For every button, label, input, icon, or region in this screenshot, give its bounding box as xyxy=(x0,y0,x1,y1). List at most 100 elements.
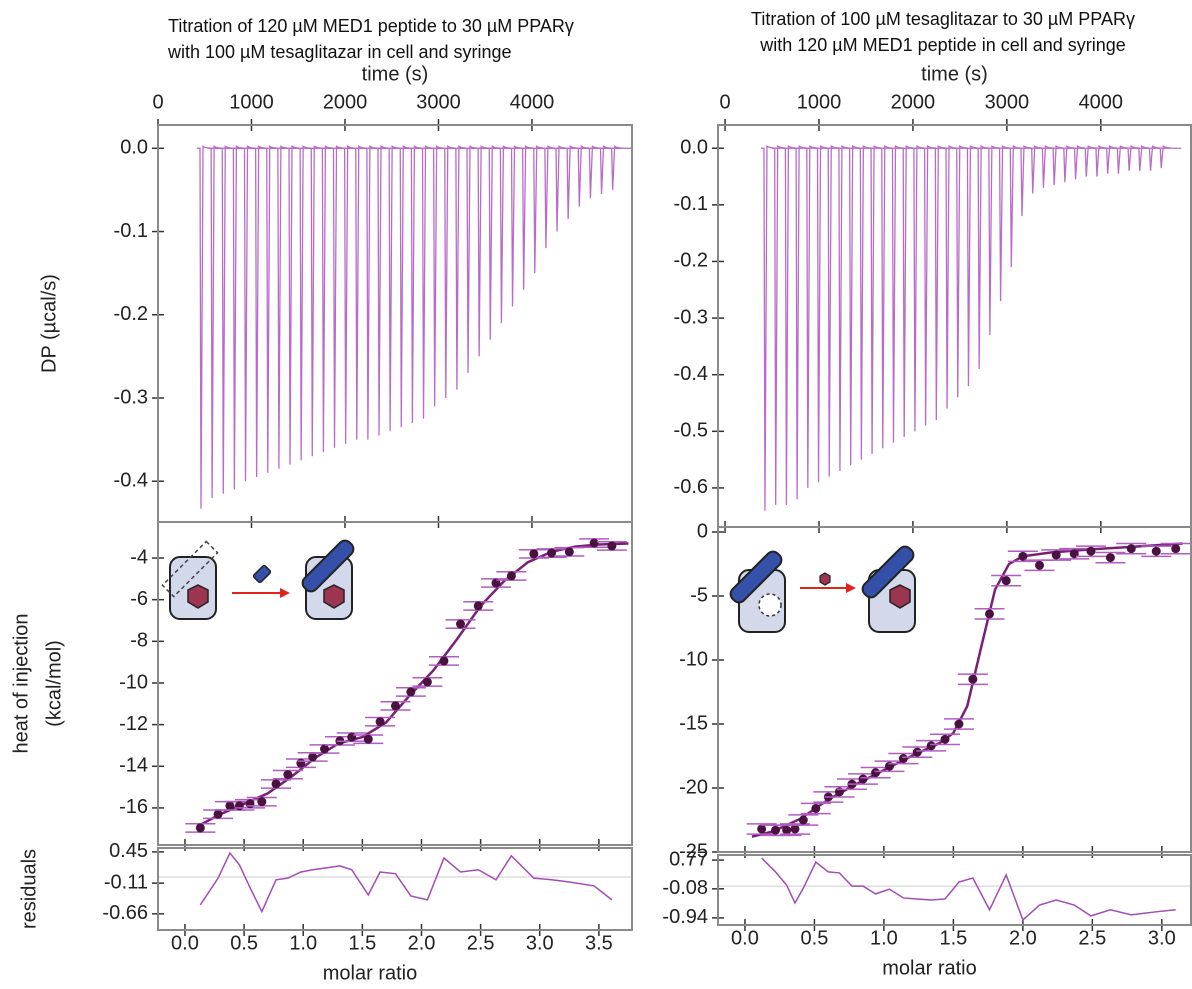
injection-peak xyxy=(241,145,266,482)
data-point xyxy=(1086,546,1096,556)
data-point xyxy=(790,824,800,834)
x-tick-label: 4000 xyxy=(1079,91,1124,113)
data-point xyxy=(1051,550,1061,560)
injection-peak xyxy=(564,145,589,220)
x-axis-label: time (s) xyxy=(362,63,429,85)
y-tick-label: -16 xyxy=(119,796,148,818)
axes-frame xyxy=(157,847,633,931)
injection-peak xyxy=(1125,145,1150,171)
injection-peak xyxy=(1050,145,1075,186)
data-point xyxy=(271,779,281,789)
data-point xyxy=(1001,576,1011,586)
x-tick-label: 2000 xyxy=(323,91,368,113)
injection-peak xyxy=(1146,145,1171,171)
data-point xyxy=(347,732,357,742)
y-tick-label: -14 xyxy=(119,755,148,777)
y-tick-label: -0.4 xyxy=(674,363,708,385)
chart-title: with 100 µM tesaglitazar in cell and syr… xyxy=(167,42,512,62)
panel: 0.45 -0.11 -0.66 0.0 0.5 1.0 1.5 2.0 2.5 3.0 3.5 mo… xyxy=(18,840,633,984)
data-point xyxy=(1126,544,1136,554)
injection-peak xyxy=(586,145,611,199)
y-tick-label: -12 xyxy=(119,713,148,735)
injection-peak xyxy=(330,145,355,448)
data-point xyxy=(245,799,255,809)
plot-area xyxy=(197,145,632,509)
data-point xyxy=(529,549,539,559)
injection-peak xyxy=(297,145,322,461)
y-tick-label: -0.4 xyxy=(114,469,148,491)
data-point xyxy=(195,823,205,833)
y-tick-label: -5 xyxy=(690,584,708,606)
x-tick-label: 0 xyxy=(719,91,730,113)
x-tick-label: 1.5 xyxy=(939,927,967,949)
data-point xyxy=(798,815,808,825)
x-tick-label: 3000 xyxy=(416,91,461,113)
residual-line xyxy=(199,851,613,914)
x-tick-label: 3.0 xyxy=(1148,927,1176,949)
injection-peak xyxy=(1092,145,1117,177)
plot-area xyxy=(185,538,629,833)
data-point xyxy=(422,677,432,687)
panel: Titration of 120 µM MED1 peptide to 30 µ… xyxy=(38,16,633,528)
axes-frame xyxy=(157,124,633,523)
injection-peak xyxy=(771,145,796,505)
x-tick-label: 3.5 xyxy=(585,932,613,954)
x-tick-label: 0.0 xyxy=(171,932,199,954)
y-tick-label: 0.0 xyxy=(120,137,148,159)
panel: 0.77 -0.08 -0.94 0.0 0.5 1.0 1.5 2.0 2.5 3.0 molar… xyxy=(662,848,1192,979)
panel: Titration of 100 µM tesaglitazar to 30 µ… xyxy=(674,9,1192,533)
injection-peak xyxy=(1039,145,1064,188)
injection-peak xyxy=(408,145,433,423)
x-tick-label: 1.0 xyxy=(289,932,317,954)
inset-cartoon-left xyxy=(161,539,355,620)
injection-peak xyxy=(1060,145,1085,183)
data-point xyxy=(1171,544,1181,554)
data-point xyxy=(320,744,330,754)
data-point xyxy=(547,548,557,558)
injection-peak xyxy=(386,145,411,432)
injection-peak xyxy=(230,145,255,490)
data-point xyxy=(811,803,821,813)
data-point xyxy=(439,656,449,666)
x-tick-label: 2.0 xyxy=(408,932,436,954)
y-tick-label: -0.1 xyxy=(114,220,148,242)
x-axis-label: time (s) xyxy=(921,63,988,85)
y-tick-label: -0.6 xyxy=(674,476,708,498)
inset-cartoon-right xyxy=(729,545,916,633)
injection-peak xyxy=(846,145,871,466)
injection-peak xyxy=(868,145,893,454)
injection-peak xyxy=(475,145,500,357)
injection-peak xyxy=(464,145,489,374)
injection-peak xyxy=(597,145,622,195)
chart-title: Titration of 120 µM MED1 peptide to 30 µ… xyxy=(168,16,574,36)
data-point xyxy=(898,754,908,764)
injection-peak xyxy=(953,145,978,398)
injection-peak xyxy=(1028,145,1053,194)
injection-peak xyxy=(878,145,903,449)
data-point xyxy=(926,741,936,751)
data-point xyxy=(757,824,767,834)
injection-peak xyxy=(419,145,444,419)
injection-peak xyxy=(782,145,807,505)
y-tick-label: -0.2 xyxy=(114,303,148,325)
injection-peak xyxy=(486,145,511,340)
data-point xyxy=(225,801,235,811)
x-tick-label: 0 xyxy=(152,91,163,113)
injection-peak xyxy=(1018,145,1042,217)
injection-peak xyxy=(286,145,311,465)
data-point xyxy=(954,719,964,729)
data-point xyxy=(1105,553,1115,563)
injection-peak xyxy=(1071,145,1096,180)
injection-peak xyxy=(910,145,935,432)
data-point xyxy=(858,774,868,784)
injection-peak xyxy=(608,145,632,190)
data-point xyxy=(1151,546,1161,556)
axes-frame xyxy=(717,854,1192,926)
injection-peak xyxy=(252,145,277,478)
x-tick-label: 2.0 xyxy=(1009,927,1037,949)
x-tick-label: 0.5 xyxy=(230,932,258,954)
x-tick-label: 2000 xyxy=(891,91,936,113)
injection-peak xyxy=(825,145,850,477)
data-point xyxy=(406,687,416,697)
